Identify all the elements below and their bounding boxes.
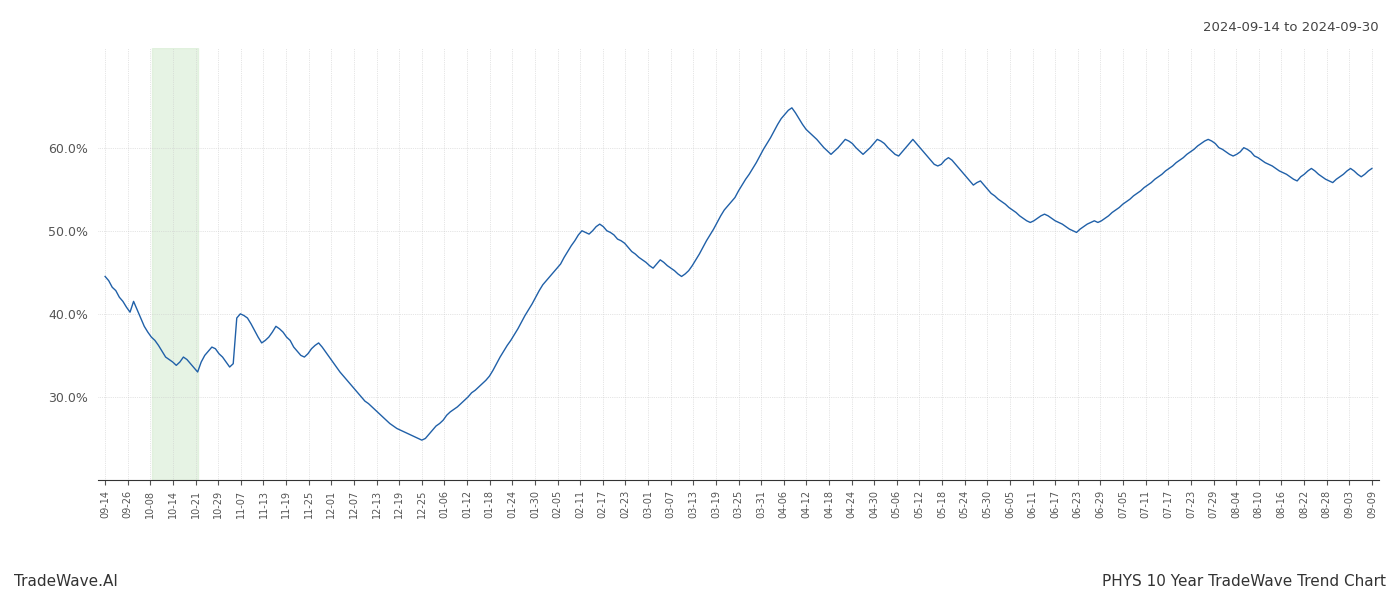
Bar: [153, 48, 197, 480]
Text: 2024-09-14 to 2024-09-30: 2024-09-14 to 2024-09-30: [1204, 21, 1379, 34]
Text: TradeWave.AI: TradeWave.AI: [14, 574, 118, 589]
Text: PHYS 10 Year TradeWave Trend Chart: PHYS 10 Year TradeWave Trend Chart: [1102, 574, 1386, 589]
